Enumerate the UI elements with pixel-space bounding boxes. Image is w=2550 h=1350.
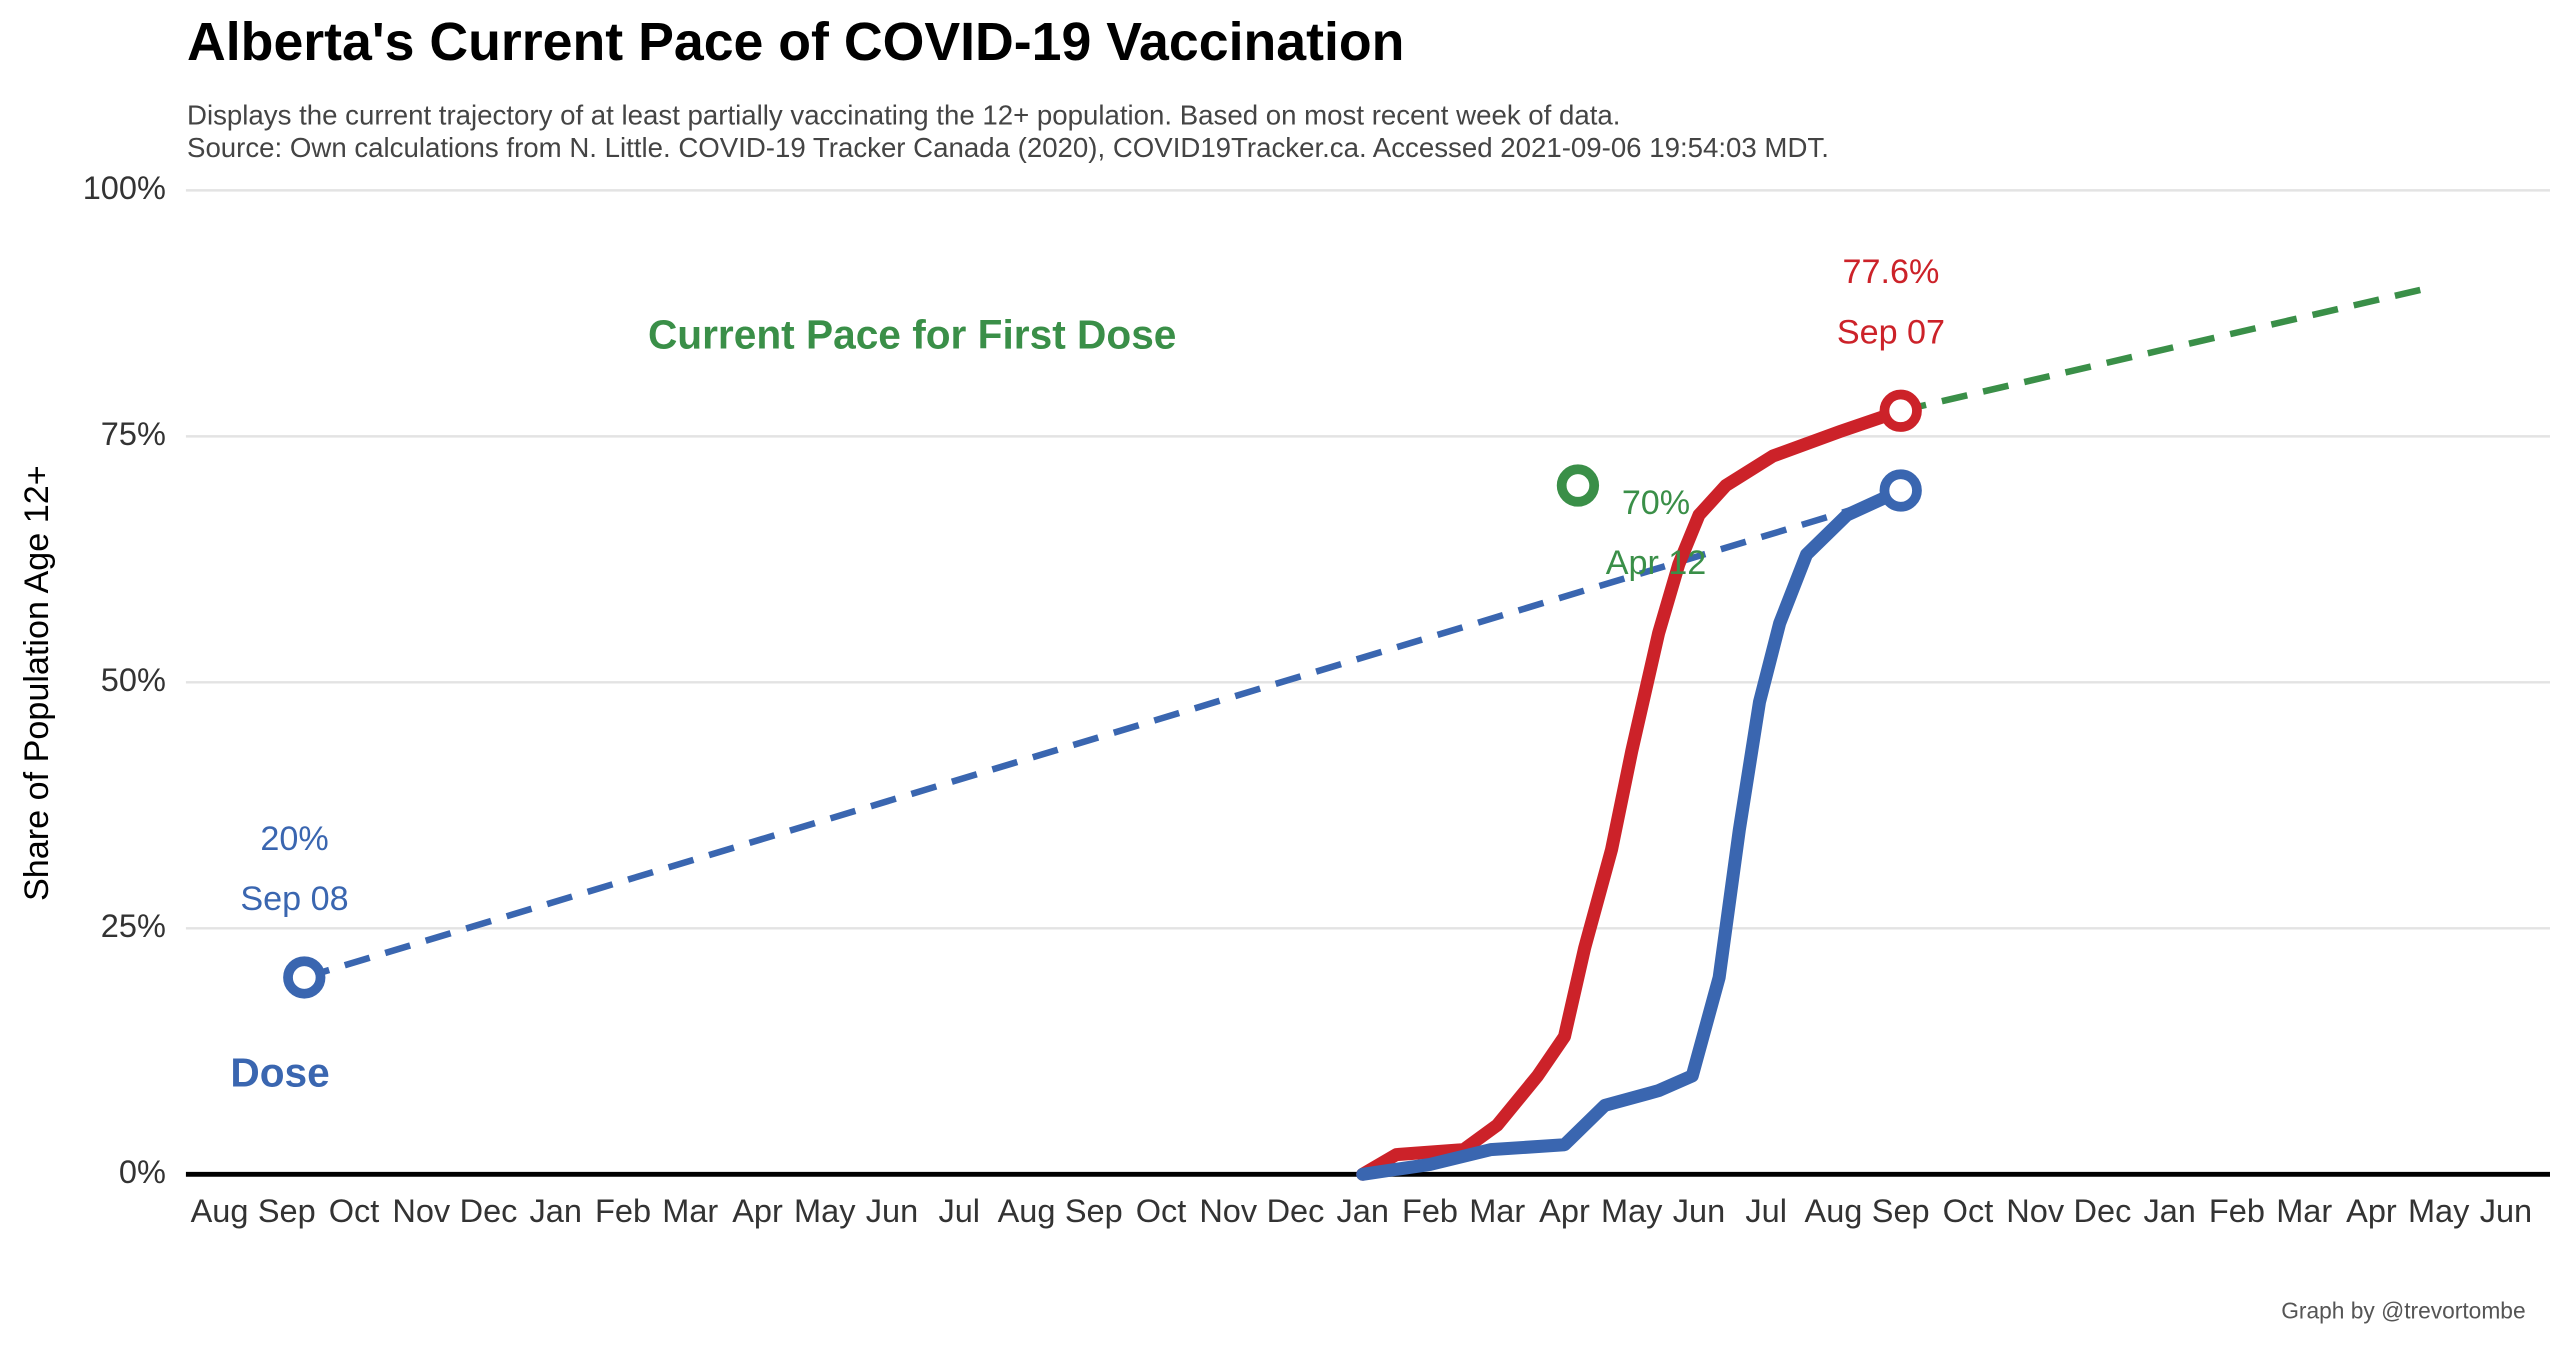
- x-tick-label: Oct: [329, 1193, 380, 1229]
- x-tick-label: Jun: [1673, 1193, 1725, 1229]
- x-tick-label: Feb: [595, 1193, 651, 1229]
- x-tick-label: Apr: [732, 1193, 783, 1229]
- x-tick-label: Jun: [2480, 1193, 2532, 1229]
- x-tick-label: Jan: [2143, 1193, 2195, 1229]
- annotation: Dose: [230, 1050, 329, 1096]
- value-label: 20%: [260, 820, 328, 858]
- subtitle: Displays the current trajectory of at le…: [187, 99, 1620, 130]
- y-tick-label: 75%: [101, 416, 166, 452]
- x-tick-label: Oct: [1136, 1193, 1187, 1229]
- y-tick-label: 100%: [83, 170, 166, 206]
- x-tick-label: Jun: [866, 1193, 918, 1229]
- x-tick-label: Aug: [998, 1193, 1056, 1229]
- x-tick-label: Apr: [1539, 1193, 1590, 1229]
- point-marker: [1879, 469, 1922, 512]
- y-tick-label: 0%: [119, 1154, 166, 1190]
- x-tick-label: Mar: [2276, 1193, 2332, 1229]
- projection-line: [1899, 285, 2426, 414]
- x-tick-label: Mar: [1469, 1193, 1525, 1229]
- x-tick-label: Mar: [662, 1193, 718, 1229]
- x-tick-label: Nov: [392, 1193, 451, 1229]
- x-tick-label: May: [1601, 1193, 1663, 1229]
- x-tick-label: Jul: [1745, 1193, 1787, 1229]
- point-marker: [1879, 389, 1922, 432]
- y-axis-title: Share of Population Age 12+: [18, 465, 56, 901]
- y-tick-label: 25%: [101, 908, 166, 944]
- point-marker: [1556, 464, 1600, 507]
- x-tick-label: May: [2408, 1193, 2470, 1229]
- x-tick-label: Nov: [1199, 1193, 1258, 1229]
- value-label: 77.6%: [1843, 253, 1940, 291]
- date-label: Apr 12: [1606, 544, 1707, 582]
- series-line: [1356, 483, 1908, 1181]
- date-label: Sep 08: [240, 880, 348, 918]
- projection-line: [303, 506, 1855, 981]
- x-tick-label: Sep: [1065, 1193, 1123, 1229]
- x-tick-label: Dec: [460, 1193, 518, 1229]
- annotation: Current Pace for First Dose: [648, 312, 1176, 358]
- x-tick-label: Sep: [1872, 1193, 1930, 1229]
- x-tick-label: Sep: [258, 1193, 316, 1229]
- x-tick-label: Apr: [2346, 1193, 2397, 1229]
- value-label: 70%: [1622, 484, 1690, 522]
- x-tick-label: Jan: [530, 1193, 582, 1229]
- date-label: Sep 07: [1837, 313, 1945, 351]
- x-tick-label: Dec: [2074, 1193, 2132, 1229]
- x-tick-label: Nov: [2006, 1193, 2065, 1229]
- x-tick-label: Jan: [1337, 1193, 1389, 1229]
- x-tick-label: Feb: [2209, 1193, 2265, 1229]
- point-marker: [283, 956, 326, 999]
- x-tick-label: Aug: [191, 1193, 249, 1229]
- caption: Graph by @trevortombe: [2281, 1298, 2525, 1324]
- series-line: [1356, 404, 1908, 1181]
- subtitle: Source: Own calculations from N. Little.…: [187, 132, 1829, 163]
- x-tick-label: Jul: [938, 1193, 980, 1229]
- x-tick-label: Dec: [1267, 1193, 1325, 1229]
- x-tick-label: May: [794, 1193, 856, 1229]
- y-tick-label: 50%: [101, 662, 166, 698]
- x-tick-label: Aug: [1805, 1193, 1863, 1229]
- chart-title: Alberta's Current Pace of COVID-19 Vacci…: [187, 12, 1404, 72]
- x-tick-label: Oct: [1943, 1193, 1994, 1229]
- x-tick-label: Feb: [1402, 1193, 1458, 1229]
